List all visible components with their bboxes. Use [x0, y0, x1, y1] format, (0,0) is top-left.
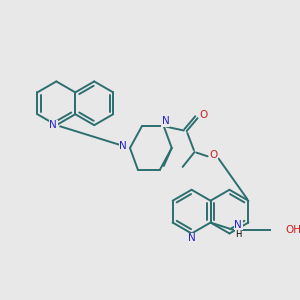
- Text: N: N: [119, 141, 127, 151]
- Text: N: N: [162, 116, 169, 126]
- Text: N: N: [235, 220, 242, 230]
- Text: H: H: [235, 230, 242, 239]
- Text: N: N: [188, 233, 196, 243]
- Text: N: N: [50, 120, 57, 130]
- Text: OH: OH: [285, 226, 300, 236]
- Text: O: O: [200, 110, 208, 120]
- Text: O: O: [209, 150, 217, 160]
